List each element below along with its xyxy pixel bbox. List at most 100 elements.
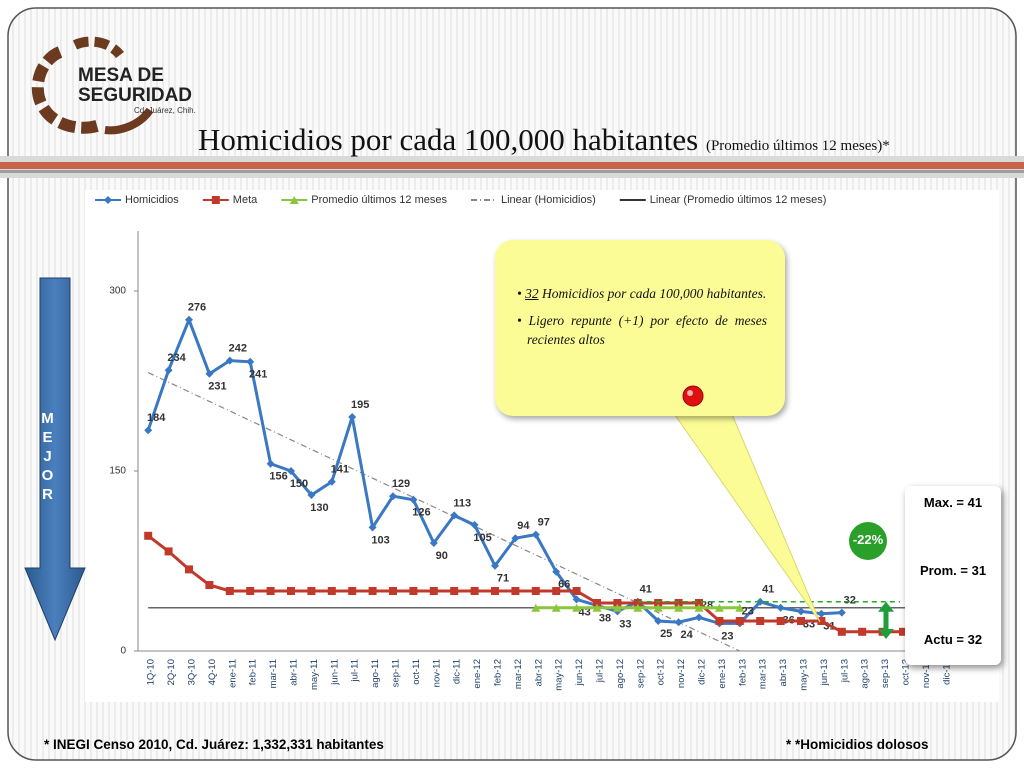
data-point: [674, 603, 684, 612]
data-point: [327, 587, 336, 595]
data-label: 150: [290, 478, 308, 490]
data-point: [164, 366, 173, 375]
data-point: [593, 599, 601, 607]
data-label: 71: [497, 573, 509, 585]
data-point: [225, 587, 234, 595]
data-point: [858, 627, 867, 636]
x-tick-label: jun-11: [329, 659, 340, 686]
data-label: 66: [558, 579, 570, 591]
x-tick-label: jul-11: [350, 659, 361, 683]
data-point: [654, 599, 663, 607]
x-tick-label: feb-12: [493, 659, 504, 686]
x-tick-label: sep-11: [391, 659, 402, 687]
data-point: [246, 357, 255, 366]
x-tick-label: nov-13: [921, 659, 932, 688]
data-label: 241: [249, 369, 267, 381]
x-tick-label: ene-12: [472, 659, 483, 689]
data-label: 23: [742, 605, 754, 617]
data-point: [695, 613, 703, 622]
data-label: 156: [269, 471, 287, 483]
bullet-value: 32: [525, 286, 539, 301]
data-label: 23: [721, 630, 733, 642]
data-point: [695, 599, 703, 607]
arrow-label: MEJOR: [39, 410, 56, 505]
data-point: [348, 587, 357, 595]
legend-label: Linear (Promedio últimos 12 meses): [650, 194, 827, 206]
data-point: [572, 587, 581, 595]
data-point: [837, 608, 846, 617]
data-label: 38: [599, 612, 611, 624]
data-point: [185, 565, 193, 574]
x-tick-label: sep-12: [635, 659, 646, 688]
data-label: 25: [660, 628, 672, 640]
y-tick-label: 150: [109, 466, 126, 477]
data-point: [899, 627, 907, 636]
x-tick-label: dic-12: [697, 659, 708, 685]
data-point: [715, 617, 724, 625]
footer-note: * INEGI Censo 2010, Cd. Juárez: 1,332,33…: [44, 737, 384, 752]
data-point: [714, 603, 724, 612]
x-tick-label: mar-12: [513, 659, 524, 689]
logo: MESA DE SEGURIDAD Cd. Juárez, Chih.: [31, 36, 196, 135]
x-tick-label: nov-12: [676, 659, 687, 688]
bullet-text: Homicidios por cada 100,000 habitantes.: [541, 286, 767, 301]
data-point: [491, 561, 499, 570]
legend-marker: [289, 196, 299, 204]
x-tick-label: 3Q-10: [187, 659, 198, 685]
data-label: 41: [762, 584, 774, 596]
x-tick-label: abr-12: [533, 659, 544, 686]
data-point: [552, 587, 561, 595]
data-point: [511, 534, 520, 543]
bullet-text: Ligero repunte (+1) por efecto de meses …: [527, 313, 767, 347]
x-tick-label: may-13: [799, 659, 810, 691]
legend-marker: [211, 196, 220, 204]
data-point: [450, 587, 459, 595]
data-label: 184: [147, 412, 166, 424]
data-label: 24: [680, 629, 693, 641]
data-label: 41: [640, 584, 652, 596]
data-point: [144, 531, 153, 540]
data-point: [633, 599, 642, 607]
legend-label: Homicidios: [125, 194, 179, 206]
legend-label: Linear (Homicidios): [501, 194, 596, 206]
data-point: [164, 547, 173, 556]
data-point: [470, 521, 479, 529]
data-point: [368, 523, 377, 532]
data-point: [307, 491, 316, 499]
footer-note: * *Homicidios dolosos: [786, 737, 929, 752]
data-point: [817, 609, 826, 618]
x-tick-label: mar-11: [268, 659, 279, 688]
data-point: [287, 467, 295, 475]
plot: 0 150 300 1Q-10 2Q-10 3Q-10 4Q-10 ene-11 feb-11 m…: [95, 194, 954, 691]
x-tick-label: ene-11: [227, 659, 238, 688]
data-point: [817, 617, 826, 625]
x-tick-label: ago-12: [615, 659, 626, 689]
data-point: [246, 587, 255, 595]
legend-label: Promedio últimos 12 meses: [311, 194, 447, 206]
data-point: [674, 618, 683, 627]
data-point: [572, 595, 581, 604]
data-label: 234: [167, 352, 186, 364]
data-point: [266, 587, 275, 595]
series-line: [147, 372, 741, 652]
data-point: [735, 603, 745, 612]
stat: Prom. = 31: [919, 563, 987, 578]
x-tick-label: dic-13: [941, 659, 952, 685]
data-label: 195: [351, 399, 369, 411]
x-tick-label: ago-13: [860, 659, 871, 689]
data-point: [266, 459, 275, 468]
x-tick-label: jun-13: [819, 659, 830, 686]
x-tick-label: 1Q-10: [146, 659, 157, 685]
data-point: [429, 587, 438, 595]
x-tick-label: may-11: [309, 659, 320, 690]
x-tick-label: 2Q-10: [166, 659, 177, 685]
data-point: [531, 530, 540, 539]
data-label: 43: [578, 606, 590, 618]
data-label: 103: [371, 534, 389, 546]
y-tick-label: 0: [120, 646, 126, 657]
y-tick-label: 300: [109, 286, 126, 297]
better-arrow: [24, 277, 86, 642]
x-tick-label: may-12: [554, 659, 565, 691]
x-tick-label: nov-11: [431, 659, 442, 687]
x-tick-label: feb-11: [248, 659, 259, 685]
